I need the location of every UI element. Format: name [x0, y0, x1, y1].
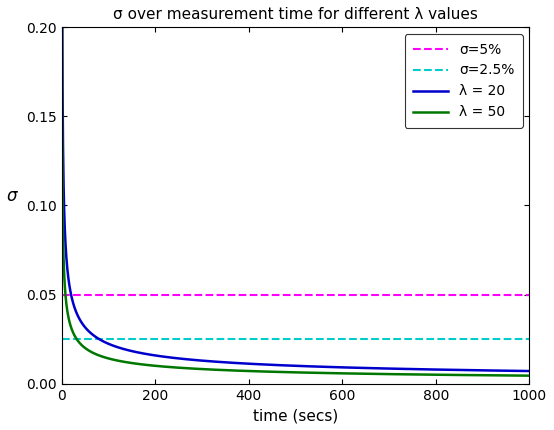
σ=2.5% — [58, 337, 65, 342]
λ = 20 — [443, 367, 450, 372]
X-axis label: time (secs): time (secs) — [253, 408, 338, 423]
λ = 50 — [339, 371, 346, 376]
σ=2.5% — [59, 337, 65, 342]
Line: λ = 20: λ = 20 — [61, 0, 530, 371]
σ=5% — [58, 292, 65, 297]
λ = 50 — [143, 362, 150, 368]
Line: λ = 50: λ = 50 — [61, 0, 530, 376]
λ = 20 — [339, 365, 346, 370]
λ = 20 — [526, 369, 533, 374]
Legend: σ=5%, σ=2.5%, λ = 20, λ = 50: σ=5%, σ=2.5%, λ = 20, λ = 50 — [404, 34, 522, 128]
λ = 50 — [237, 368, 244, 373]
λ = 20 — [143, 351, 150, 356]
λ = 20 — [363, 366, 370, 371]
Title: σ over measurement time for different λ values: σ over measurement time for different λ … — [113, 7, 478, 22]
Y-axis label: σ: σ — [7, 187, 17, 206]
λ = 50 — [363, 371, 370, 376]
λ = 20 — [237, 361, 244, 366]
λ = 50 — [526, 373, 533, 378]
σ=5% — [59, 292, 65, 297]
λ = 20 — [407, 366, 414, 372]
λ = 50 — [443, 372, 450, 378]
λ = 50 — [407, 372, 414, 377]
